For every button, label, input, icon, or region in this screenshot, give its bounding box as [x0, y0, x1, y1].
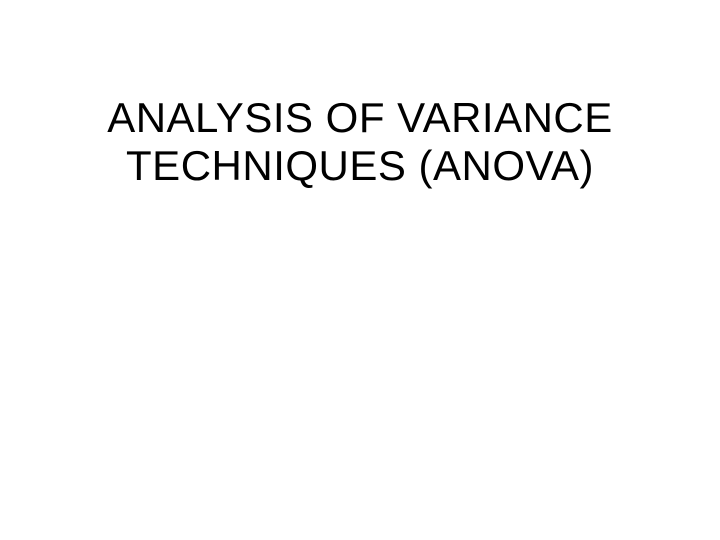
title-line-1: ANALYSIS OF VARIANCE — [107, 94, 613, 141]
slide-title: ANALYSIS OF VARIANCE TECHNIQUES (ANOVA) — [0, 94, 720, 191]
title-line-2: TECHNIQUES (ANOVA) — [126, 142, 594, 189]
slide-container: ANALYSIS OF VARIANCE TECHNIQUES (ANOVA) — [0, 0, 720, 540]
